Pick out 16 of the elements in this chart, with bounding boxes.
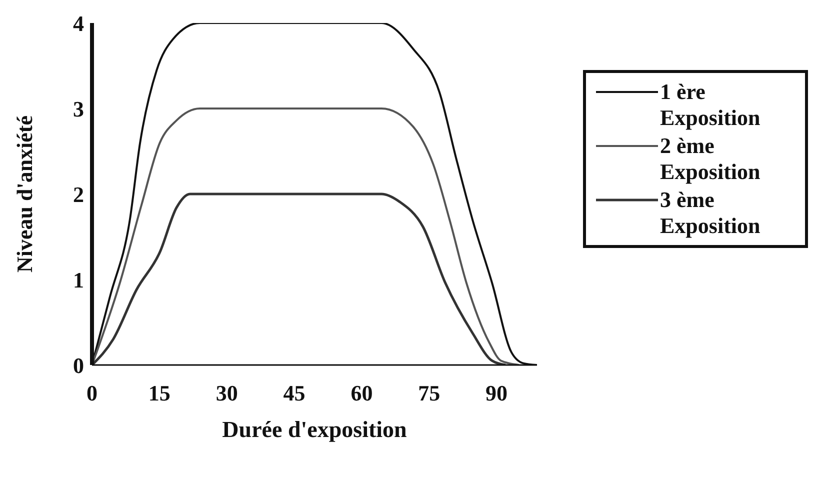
x-tick-label: 60 [350,380,373,406]
y-tick-label: 1 [73,267,84,292]
x-tick-label: 75 [418,380,440,406]
x-tick-label: 90 [486,380,508,406]
legend-label: 2 ème Exposition [660,133,762,185]
y-tick-label: 0 [73,352,84,378]
x-tick-label: 15 [148,380,170,406]
x-axis-title: Durée d'exposition [222,417,408,442]
y-tick-label: 4 [73,10,84,36]
legend-label: 3 ème Exposition [660,187,762,239]
x-tick-label: 45 [283,380,306,406]
y-axis-title: Niveau d'anxiété [12,115,37,273]
legend-label: 1 ère Exposition [660,79,762,131]
x-tick-label: 30 [216,380,238,406]
y-tick-label: 3 [73,96,84,122]
y-tick-label: 2 [73,182,84,207]
